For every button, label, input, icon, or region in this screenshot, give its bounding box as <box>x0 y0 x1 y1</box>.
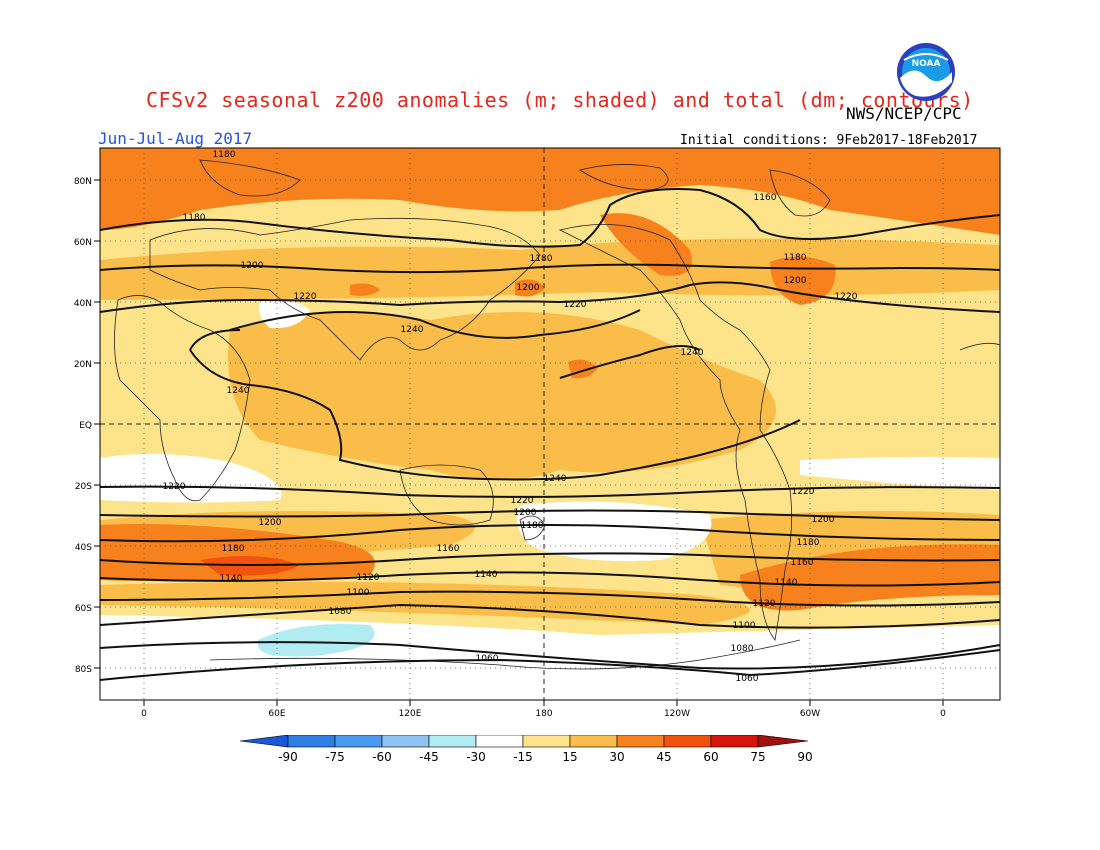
contour-label: 1240 <box>401 325 424 335</box>
colorbar-label: 90 <box>797 750 812 764</box>
anomaly-shade-45-60 <box>350 283 380 296</box>
contour-label: 1200 <box>784 276 807 286</box>
contour-label: 1220 <box>564 300 587 310</box>
contour-label: 1140 <box>220 574 243 584</box>
contour-label: 1180 <box>797 538 820 548</box>
colorbar-swatch <box>475 735 524 748</box>
contour-label: 1180 <box>222 544 245 554</box>
colorbar-label: -15 <box>513 750 533 764</box>
colorbar-label: -45 <box>419 750 439 764</box>
chart-title: CFSv2 seasonal z200 anomalies (m; shaded… <box>146 88 974 112</box>
colorbar: -90 -75 -60 -45 -30 -15 15 30 45 60 75 90 <box>240 735 813 764</box>
lon-label: 60E <box>268 709 285 719</box>
contour-label: 1180 <box>213 150 236 160</box>
lat-label: 40S <box>75 543 92 553</box>
contour-label: 1060 <box>476 654 499 664</box>
lat-label: 60S <box>75 604 92 614</box>
contour-label: 1220 <box>163 482 186 492</box>
contour-label: 1160 <box>437 544 460 554</box>
contour-label: 1240 <box>227 386 250 396</box>
colorbar-label: -90 <box>278 750 298 764</box>
colorbar-label: 75 <box>750 750 765 764</box>
colorbar-label: 45 <box>656 750 671 764</box>
colorbar-swatch <box>569 735 618 748</box>
contour-label-group: 1180 1180 1200 1220 1240 1240 1180 1200 … <box>163 150 858 684</box>
contour-label: 1220 <box>511 496 534 506</box>
contour-label: 1180 <box>521 521 544 531</box>
contour-lines <box>100 188 1000 681</box>
contour-label: 1120 <box>753 599 776 609</box>
lat-label: 80N <box>74 177 92 187</box>
season-label: Jun-Jul-Aug 2017 <box>98 129 253 148</box>
anomaly-shade-45-60 <box>600 213 692 276</box>
lon-label: 180 <box>535 709 552 719</box>
contour-label: 1180 <box>784 253 807 263</box>
anomaly-shade-45-60 <box>515 279 545 297</box>
colorbar-swatch <box>616 735 665 748</box>
anomaly-shade-near-zero <box>800 456 1000 490</box>
lat-axis-labels: 80N 60N 40N 20N EQ 20S 40S 60S 80S <box>74 177 92 675</box>
colorbar-swatch <box>522 735 571 748</box>
anomaly-shade-45-60 <box>100 148 1000 235</box>
colorbar-swatch <box>381 735 430 748</box>
colorbar-arrow-left <box>240 735 289 748</box>
contour-label: 1180 <box>530 254 553 264</box>
contour-label: 1160 <box>754 193 777 203</box>
colorbar-label: 60 <box>703 750 718 764</box>
contour-label: 1220 <box>835 292 858 302</box>
contour-label: 1220 <box>792 487 815 497</box>
colorbar-swatch <box>287 735 336 748</box>
lat-label: EQ <box>79 421 92 431</box>
colorbar-label: -60 <box>372 750 392 764</box>
lon-label: 0 <box>940 709 946 719</box>
colorbar-label: -30 <box>466 750 486 764</box>
lat-label: 20N <box>74 360 92 370</box>
logo-text: NOAA <box>912 59 941 69</box>
lat-label: 80S <box>75 665 92 675</box>
initial-conditions-label: Initial conditions: 9Feb2017-18Feb2017 <box>680 133 978 148</box>
contour-label: 1100 <box>733 621 756 631</box>
lon-label: 120E <box>399 709 422 719</box>
anomaly-shade-negative <box>257 624 375 657</box>
colorbar-label: 30 <box>609 750 624 764</box>
colorbar-label: 15 <box>562 750 577 764</box>
contour-label: 1140 <box>475 570 498 580</box>
contour-label: 1200 <box>241 261 264 271</box>
contour-label: 1120 <box>357 573 380 583</box>
agency-label: NWS/NCEP/CPC <box>846 104 962 123</box>
contour-label: 1200 <box>259 518 282 528</box>
contour-label: 1240 <box>544 474 567 484</box>
contour-label: 1060 <box>736 674 759 684</box>
contour-label: 1220 <box>294 292 317 302</box>
lon-axis-labels: 0 60E 120E 180 120W 60W 0 <box>141 709 946 719</box>
contour-label: 1080 <box>731 644 754 654</box>
lon-label: 60W <box>800 709 820 719</box>
colorbar-label: -75 <box>325 750 345 764</box>
lat-label: 40N <box>74 299 92 309</box>
contour-label: 1160 <box>791 558 814 568</box>
lat-label: 20S <box>75 482 92 492</box>
contour-label: 1140 <box>775 578 798 588</box>
anomaly-shade-near-zero <box>100 453 282 503</box>
contour-label: 1180 <box>183 213 206 223</box>
colorbar-swatch <box>428 735 477 748</box>
contour-label: 1200 <box>812 515 835 525</box>
contour-label: 1200 <box>517 283 540 293</box>
lon-label: 120W <box>664 709 690 719</box>
contour-label: 1240 <box>681 348 704 358</box>
contour-label: 1100 <box>347 588 370 598</box>
colorbar-swatch <box>334 735 383 748</box>
lat-label: 60N <box>74 238 92 248</box>
map-panel: 1180 1180 1200 1220 1240 1240 1180 1200 … <box>74 147 1001 719</box>
anomaly-shade-near-zero <box>258 298 310 329</box>
axis-ticks <box>94 179 944 706</box>
lon-label: 0 <box>141 709 147 719</box>
colorbar-swatch <box>710 735 759 748</box>
anomaly-shade-30-45 <box>228 312 776 480</box>
colorbar-swatch <box>663 735 712 748</box>
noaa-logo-icon: NOAA <box>897 43 955 101</box>
contour-label: 1080 <box>329 607 352 617</box>
colorbar-arrow-right <box>757 735 809 748</box>
contour-label: 1200 <box>514 508 537 518</box>
